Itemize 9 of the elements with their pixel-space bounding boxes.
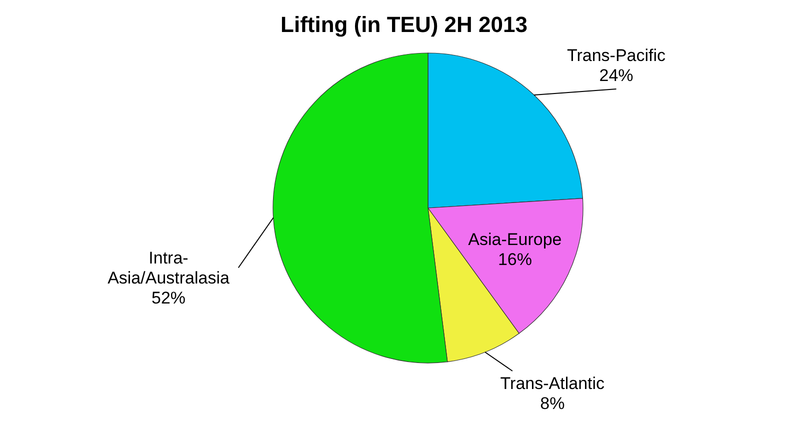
slice-label: Trans-Atlantic [500, 374, 606, 393]
slice-label: Intra-Asia/Australasia [108, 248, 230, 288]
chart-title: Lifting (in TEU) 2H 2013 [280, 12, 528, 37]
data-label: 8% [540, 394, 565, 413]
slice-label: Trans-Pacific [566, 46, 666, 66]
data-label: 16% [498, 250, 532, 269]
slice-label: Asia-Europe [468, 230, 562, 249]
data-label: 24% [599, 66, 634, 86]
data-label: 52% [151, 288, 186, 308]
